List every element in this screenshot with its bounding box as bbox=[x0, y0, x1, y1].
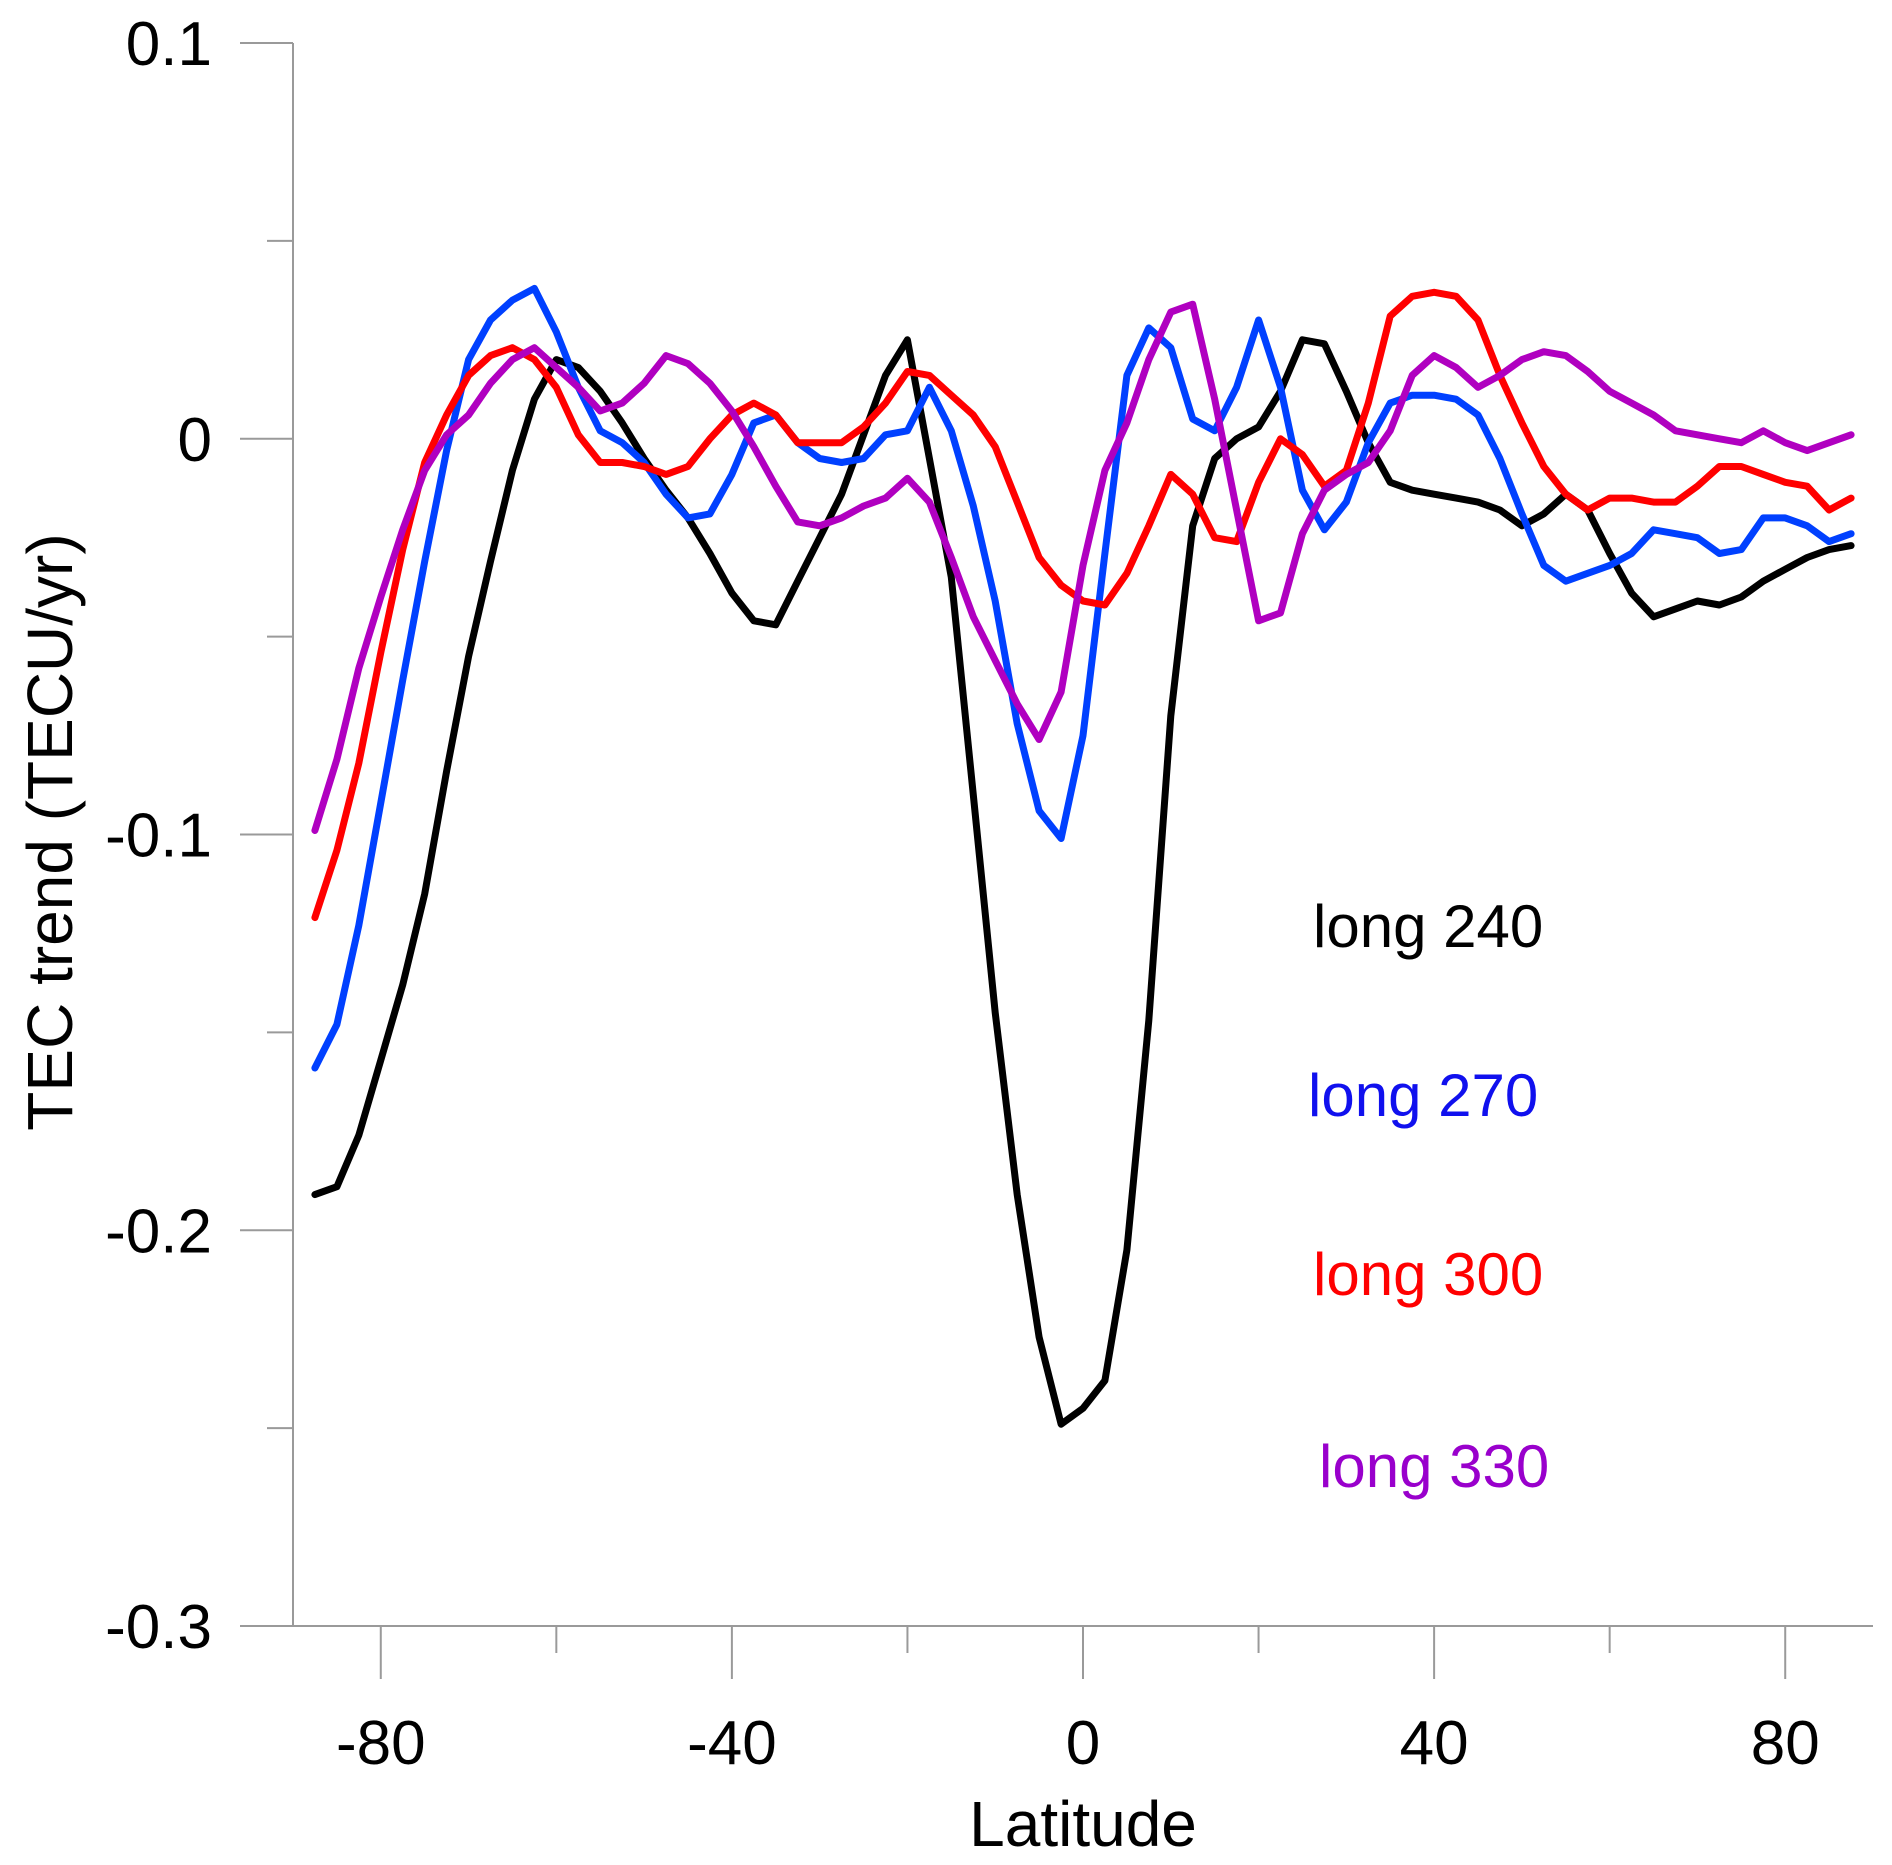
x-tick-label: -80 bbox=[336, 1709, 426, 1778]
x-ticks: -80 -40 0 40 80 bbox=[336, 1626, 1820, 1778]
series-lines bbox=[311, 284, 1855, 1428]
x-axis-title: Latitude bbox=[969, 1788, 1197, 1860]
x-tick-label: 80 bbox=[1751, 1709, 1820, 1778]
y-axis-title: TEC trend (TECU/yr) bbox=[14, 533, 86, 1130]
legend-label-long-300: long 300 bbox=[1313, 1241, 1543, 1308]
x-tick-label: 40 bbox=[1400, 1709, 1469, 1778]
y-tick-label: -0.1 bbox=[105, 802, 212, 871]
series-line-long-300 bbox=[311, 288, 1855, 922]
legend-label-long-270: long 270 bbox=[1308, 1062, 1538, 1129]
series-line-long-330 bbox=[311, 300, 1855, 834]
y-tick-label: -0.2 bbox=[105, 1197, 212, 1266]
y-tick-label: 0 bbox=[178, 406, 212, 475]
x-tick-label: -40 bbox=[687, 1709, 777, 1778]
x-tick-label: 0 bbox=[1066, 1709, 1100, 1778]
y-tick-label: 0.1 bbox=[126, 10, 212, 79]
legend-label-long-330: long 330 bbox=[1319, 1433, 1549, 1500]
series-line-long-240 bbox=[311, 336, 1855, 1428]
legend: long 240 long 270 long 300 long 330 bbox=[1308, 893, 1549, 1500]
y-ticks: 0.1 0 -0.1 -0.2 -0.3 bbox=[105, 10, 293, 1662]
legend-label-long-240: long 240 bbox=[1313, 893, 1543, 960]
y-tick-label: -0.3 bbox=[105, 1593, 212, 1662]
axes: 0.1 0 -0.1 -0.2 -0.3 -80 -40 0 40 80 bbox=[105, 10, 1873, 1778]
series-line-long-270 bbox=[311, 284, 1855, 1072]
